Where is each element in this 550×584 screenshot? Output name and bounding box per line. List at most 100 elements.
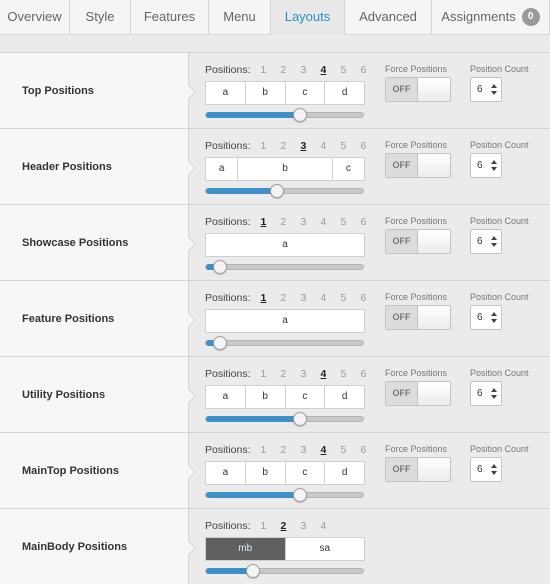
position-cell[interactable]: c [345, 163, 351, 174]
position-count-option[interactable]: 5 [340, 444, 347, 456]
position-count-option[interactable]: 3 [300, 216, 307, 228]
slider-handle[interactable] [293, 412, 308, 426]
force-positions-toggle[interactable]: OFF [385, 77, 451, 102]
position-cell[interactable]: d [341, 467, 348, 478]
position-count-option[interactable]: 3 [300, 368, 307, 380]
position-count-option[interactable]: 4 [320, 140, 327, 152]
position-count-option[interactable]: 1 [260, 292, 267, 304]
position-count-option[interactable]: 3 [300, 444, 307, 456]
slider-handle[interactable] [293, 108, 308, 122]
position-cell[interactable]: d [341, 87, 348, 98]
position-count-option[interactable]: 1 [260, 64, 267, 76]
position-count-option[interactable]: 1 [260, 520, 267, 532]
tab-features[interactable]: Features [131, 0, 209, 35]
position-count-option[interactable]: 2 [280, 368, 287, 380]
tab-style[interactable]: Style [70, 0, 131, 35]
toggle-thumb [418, 230, 450, 253]
position-count-option[interactable]: 4 [320, 444, 327, 456]
position-count-option[interactable]: 1 [260, 216, 267, 228]
layout-row: Feature Positions Positions: 1 2 3 4 5 6 a Forc… [0, 280, 550, 356]
position-count-select[interactable]: 6 [470, 77, 502, 102]
position-count-option[interactable]: 2 [280, 292, 287, 304]
position-cell[interactable]: sa [319, 543, 331, 554]
position-count-option[interactable]: 1 [260, 368, 267, 380]
position-slider[interactable] [205, 336, 364, 350]
tab-overview[interactable]: Overview [0, 0, 70, 35]
position-count-select[interactable]: 6 [470, 381, 502, 406]
tab-assignments[interactable]: Assignments 0 [432, 0, 550, 35]
position-count-option[interactable]: 3 [300, 140, 307, 152]
position-count-option[interactable]: 4 [320, 292, 327, 304]
position-layout-preview: a [205, 309, 365, 333]
position-cell[interactable]: b [246, 462, 286, 484]
position-count-option[interactable]: 5 [340, 64, 347, 76]
position-count-option[interactable]: 5 [340, 140, 347, 152]
position-slider[interactable] [205, 488, 364, 502]
position-slider[interactable] [205, 184, 364, 198]
position-count-option[interactable]: 5 [340, 292, 347, 304]
force-positions-toggle[interactable]: OFF [385, 229, 451, 254]
position-cell[interactable]: b [238, 158, 333, 180]
tab-advanced[interactable]: Advanced [345, 0, 432, 35]
position-count-option[interactable]: 3 [300, 520, 307, 532]
position-count-option[interactable]: 2 [280, 140, 287, 152]
position-cell[interactable]: c [286, 386, 326, 408]
position-cell[interactable]: b [246, 386, 286, 408]
position-count-option[interactable]: 5 [340, 216, 347, 228]
position-slider[interactable] [205, 412, 364, 426]
position-cell[interactable]: c [286, 82, 326, 104]
positions-label: Positions: [205, 64, 251, 76]
position-count-select[interactable]: 6 [470, 305, 502, 330]
position-cell[interactable]: a [282, 315, 288, 326]
position-cell[interactable]: d [341, 391, 348, 402]
slider-handle[interactable] [269, 184, 284, 198]
position-cell[interactable]: a [206, 386, 246, 408]
position-count-option[interactable]: 4 [320, 520, 327, 532]
position-count-option[interactable]: 6 [360, 368, 367, 380]
position-slider[interactable] [205, 108, 364, 122]
position-slider[interactable] [205, 260, 364, 274]
force-positions-toggle[interactable]: OFF [385, 457, 451, 482]
position-slider[interactable] [205, 564, 364, 578]
position-count-option[interactable]: 6 [360, 140, 367, 152]
slider-handle[interactable] [213, 336, 228, 350]
force-positions-label: Force Positions [385, 292, 448, 302]
toggle-thumb [418, 382, 450, 405]
tab-label: Features [143, 9, 196, 24]
slider-handle[interactable] [293, 488, 308, 502]
position-count-option[interactable]: 1 [260, 444, 267, 456]
position-count-select[interactable]: 6 [470, 153, 502, 178]
position-cell[interactable]: c [286, 462, 326, 484]
position-cell[interactable]: a [206, 82, 246, 104]
position-cell[interactable]: a [206, 158, 239, 180]
position-count-select[interactable]: 6 [470, 457, 502, 482]
position-count-option[interactable]: 5 [340, 368, 347, 380]
position-cell[interactable]: a [206, 462, 246, 484]
force-positions-toggle[interactable]: OFF [385, 381, 451, 406]
position-count-option[interactable]: 1 [260, 140, 267, 152]
position-count-option[interactable]: 6 [360, 292, 367, 304]
force-positions-toggle[interactable]: OFF [385, 305, 451, 330]
position-count-option[interactable]: 4 [320, 64, 327, 76]
position-count-option[interactable]: 2 [280, 520, 287, 532]
position-count-option[interactable]: 6 [360, 64, 367, 76]
position-count-option[interactable]: 6 [360, 444, 367, 456]
position-cell[interactable]: mb [206, 538, 286, 560]
tab-menu[interactable]: Menu [209, 0, 271, 35]
slider-handle[interactable] [246, 564, 261, 578]
position-count-option[interactable]: 4 [320, 368, 327, 380]
position-count-option[interactable]: 2 [280, 64, 287, 76]
position-count-option[interactable]: 2 [280, 444, 287, 456]
tab-layouts[interactable]: Layouts [271, 0, 345, 35]
position-count-option[interactable]: 3 [300, 64, 307, 76]
position-cell[interactable]: a [282, 239, 288, 250]
position-count-option[interactable]: 3 [300, 292, 307, 304]
positions-selector: Positions: 1 2 3 4 5 6 [205, 444, 373, 456]
position-count-select[interactable]: 6 [470, 229, 502, 254]
position-cell[interactable]: b [246, 82, 286, 104]
position-count-option[interactable]: 2 [280, 216, 287, 228]
position-count-option[interactable]: 4 [320, 216, 327, 228]
slider-handle[interactable] [213, 260, 228, 274]
force-positions-toggle[interactable]: OFF [385, 153, 451, 178]
position-count-option[interactable]: 6 [360, 216, 367, 228]
